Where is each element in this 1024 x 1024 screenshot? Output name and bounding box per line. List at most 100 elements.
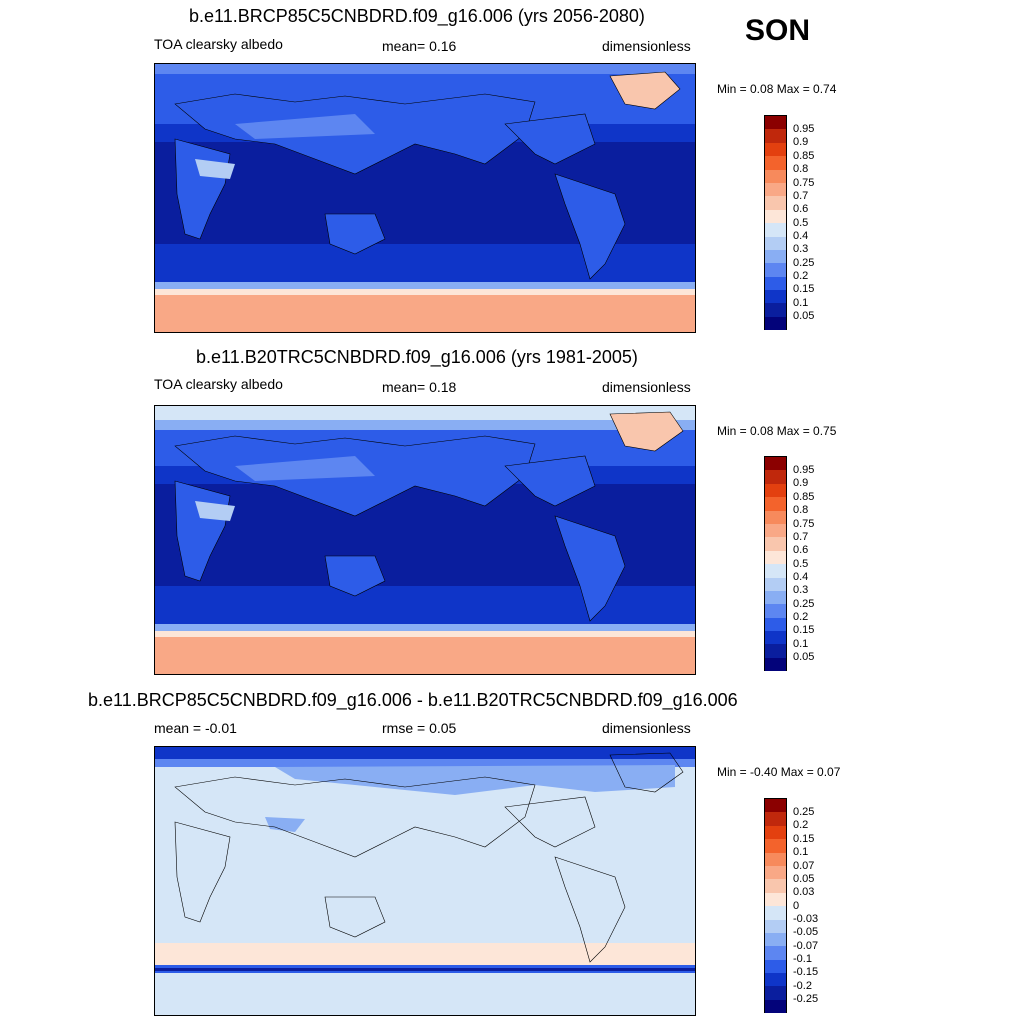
- panel3-map-plot: [155, 747, 695, 1015]
- panel2-colorbar-swatch: [765, 590, 786, 605]
- panel2-colorbar-swatch: [765, 644, 786, 658]
- panel1-variable-label: TOA clearsky albedo: [154, 36, 283, 52]
- panel3-colorbar-swatch: [765, 959, 786, 974]
- colorbar-tick-label: 0.25: [793, 257, 815, 269]
- panel1-colorbar-swatch: [765, 316, 786, 331]
- panel2-colorbar-swatch: [765, 617, 786, 632]
- colorbar-tick-label: 0.15: [793, 283, 815, 295]
- colorbar-tick-label: 0.95: [793, 464, 815, 476]
- panel1-colorbar: [764, 115, 787, 331]
- panel1-colorbar-swatch: [765, 249, 786, 264]
- panel2-colorbar-swatch: [765, 537, 786, 551]
- panel1-mean-label: mean= 0.16: [382, 38, 457, 54]
- colorbar-tick-label: 0.15: [793, 624, 815, 636]
- panel3-map: [154, 746, 696, 1016]
- colorbar-tick-label: 0.2: [793, 819, 809, 831]
- panel1-colorbar-swatch: [765, 263, 786, 277]
- colorbar-tick-label: 0.95: [793, 123, 815, 135]
- panel3-units-label: dimensionless: [602, 720, 691, 736]
- colorbar-tick-label: 0.05: [793, 873, 815, 885]
- panel2-colorbar-swatch: [765, 497, 786, 511]
- colorbar-tick-label: 0.03: [793, 886, 815, 898]
- panel3-colorbar-swatch: [765, 879, 786, 893]
- panel1-minmax-label: Min = 0.08 Max = 0.74: [717, 82, 837, 96]
- panel2-colorbar-swatch: [765, 604, 786, 618]
- panel3-colorbar-swatch: [765, 999, 786, 1014]
- panel2-minmax-label: Min = 0.08 Max = 0.75: [717, 424, 837, 438]
- panel2-variable-label: TOA clearsky albedo: [154, 376, 283, 392]
- colorbar-tick-label: 0.7: [793, 190, 809, 202]
- colorbar-tick-label: -0.03: [793, 913, 819, 925]
- panel1-colorbar-swatch: [765, 129, 786, 143]
- colorbar-tick-label: 0.15: [793, 833, 815, 845]
- panel2-colorbar-swatch: [765, 550, 786, 565]
- panel2-map-plot: [155, 406, 695, 674]
- colorbar-tick-label: 0.6: [793, 544, 809, 556]
- panel2-mean-label: mean= 0.18: [382, 379, 457, 395]
- panel1-colorbar-swatch: [765, 290, 786, 304]
- panel2-units-label: dimensionless: [602, 379, 691, 395]
- colorbar-tick-label: 0.07: [793, 860, 815, 872]
- colorbar-tick-label: 0.8: [793, 163, 809, 175]
- colorbar-tick-label: 0.75: [793, 518, 815, 530]
- colorbar-tick-label: -0.05: [793, 926, 819, 938]
- colorbar-tick-label: 0.4: [793, 230, 809, 242]
- panel3-colorbar-swatch: [765, 852, 786, 866]
- panel1-colorbar-swatch: [765, 236, 786, 250]
- colorbar-tick-label: 0.25: [793, 598, 815, 610]
- panel2-colorbar-swatch: [765, 483, 786, 498]
- panel1-colorbar-swatch: [765, 196, 786, 210]
- panel2-colorbar-swatch: [765, 523, 786, 538]
- colorbar-tick-label: -0.15: [793, 966, 819, 978]
- colorbar-tick-label: 0.5: [793, 558, 809, 570]
- colorbar-tick-label: 0.9: [793, 477, 809, 489]
- panel3-colorbar-swatch: [765, 932, 786, 947]
- panel2-title: b.e11.B20TRC5CNBDRD.f09_g16.006 (yrs 198…: [196, 347, 638, 367]
- panel1-map-plot: [155, 64, 695, 332]
- panel3-colorbar-swatch: [765, 799, 786, 813]
- panel2-colorbar-swatch: [765, 564, 786, 578]
- panel3-colorbar-swatch: [765, 906, 786, 920]
- panel2-colorbar-swatch: [765, 657, 786, 672]
- colorbar-tick-label: -0.25: [793, 993, 819, 1005]
- panel1-colorbar-swatch: [765, 156, 786, 170]
- colorbar-tick-label: 0.05: [793, 651, 815, 663]
- panel3-colorbar-swatch: [765, 946, 786, 960]
- colorbar-tick-label: 0.2: [793, 270, 809, 282]
- panel3-colorbar-swatch: [765, 812, 786, 826]
- panel3-colorbar-swatch: [765, 865, 786, 880]
- panel3-colorbar-swatch: [765, 986, 786, 1000]
- panel1-units-label: dimensionless: [602, 38, 691, 54]
- panel1-colorbar-swatch: [765, 169, 786, 183]
- colorbar-tick-label: 0.9: [793, 136, 809, 148]
- panel1-colorbar-swatch: [765, 303, 786, 317]
- colorbar-tick-label: 0.4: [793, 571, 809, 583]
- colorbar-tick-label: 0.1: [793, 297, 809, 309]
- colorbar-tick-label: 0.8: [793, 504, 809, 516]
- colorbar-tick-label: 0.3: [793, 243, 809, 255]
- panel1-colorbar-swatch: [765, 223, 786, 237]
- panel3-colorbar-swatch: [765, 825, 786, 840]
- panel3-colorbar: [764, 798, 787, 1014]
- panel1-title: b.e11.BRCP85C5CNBDRD.f09_g16.006 (yrs 20…: [189, 6, 645, 26]
- panel1-colorbar-swatch: [765, 142, 786, 157]
- panel1-colorbar-swatch: [765, 182, 786, 197]
- panel2-colorbar-swatch: [765, 577, 786, 591]
- colorbar-tick-label: -0.07: [793, 940, 819, 952]
- colorbar-tick-label: 0.2: [793, 611, 809, 623]
- colorbar-tick-label: 0.25: [793, 806, 815, 818]
- panel2-map: [154, 405, 696, 675]
- panel3-title: b.e11.BRCP85C5CNBDRD.f09_g16.006 - b.e11…: [88, 690, 738, 710]
- colorbar-tick-label: 0.05: [793, 310, 815, 322]
- season-label: SON: [745, 14, 811, 47]
- panel3-colorbar-swatch: [765, 973, 786, 987]
- panel2-colorbar-swatch: [765, 470, 786, 484]
- panel2-colorbar-swatch: [765, 510, 786, 524]
- panel1-colorbar-swatch: [765, 209, 786, 224]
- colorbar-tick-label: -0.2: [793, 980, 812, 992]
- panel3-colorbar-swatch: [765, 919, 786, 933]
- colorbar-tick-label: 0.5: [793, 217, 809, 229]
- panel1-colorbar-swatch: [765, 116, 786, 130]
- colorbar-tick-label: 0: [793, 900, 800, 912]
- colorbar-tick-label: 0.85: [793, 150, 815, 162]
